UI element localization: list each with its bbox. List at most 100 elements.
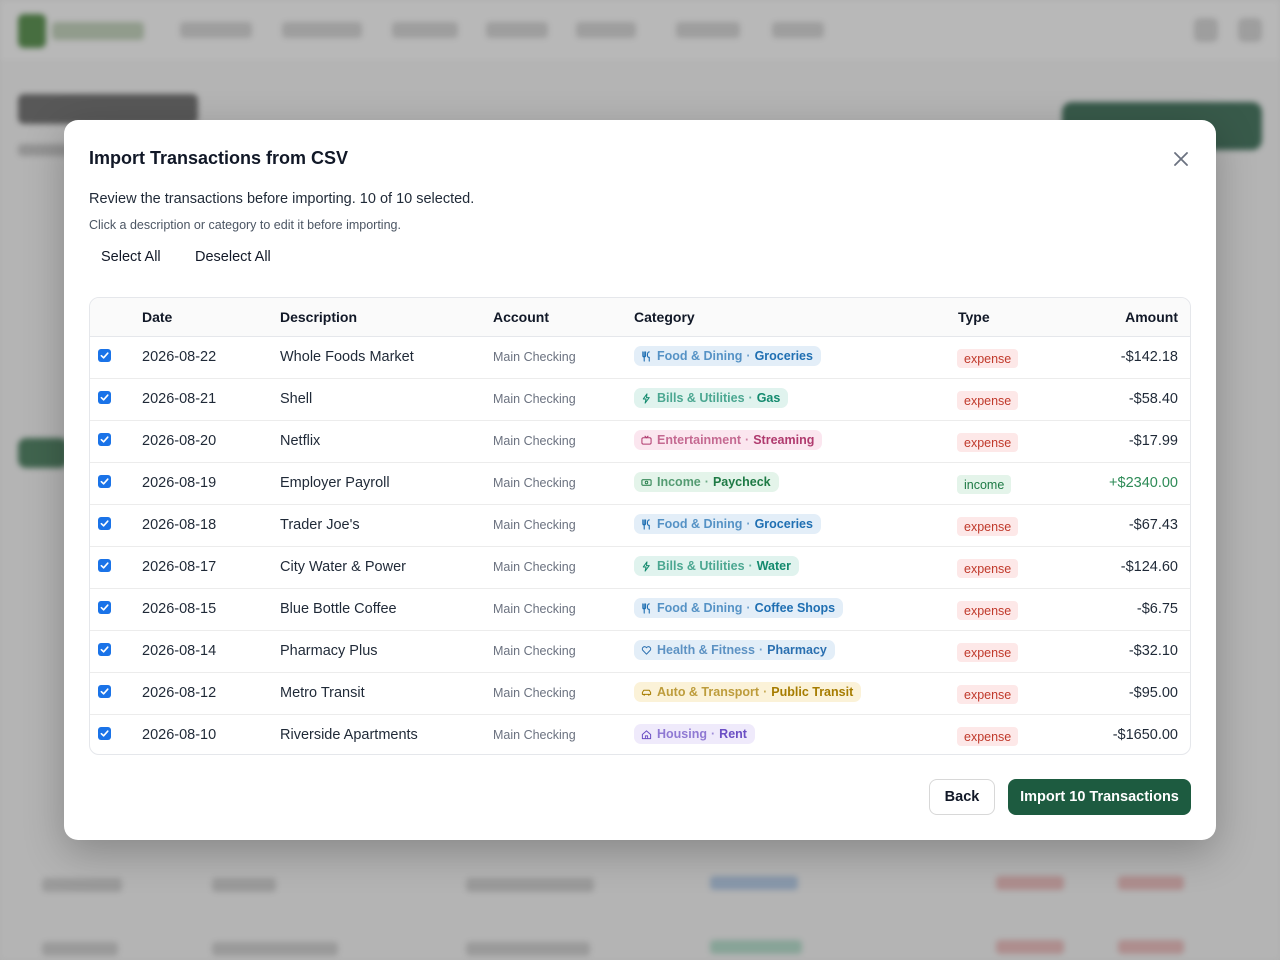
row-description[interactable]: Riverside Apartments bbox=[280, 727, 418, 743]
category-child: Water bbox=[756, 559, 791, 573]
deselect-all-button[interactable]: Deselect All bbox=[195, 249, 271, 265]
row-description[interactable]: Blue Bottle Coffee bbox=[280, 601, 397, 617]
header-amount: Amount bbox=[1125, 309, 1178, 325]
row-type-badge: expense bbox=[957, 559, 1019, 578]
background-icon bbox=[1194, 18, 1218, 42]
table-row: 2026-08-17 City Water & Power Main Checkin… bbox=[90, 546, 1190, 589]
background-icon bbox=[1238, 18, 1262, 42]
table-row: 2026-08-12 Metro Transit Main Checking Auto… bbox=[90, 672, 1190, 715]
row-category-badge[interactable]: Bills & Utilities · Gas bbox=[634, 388, 789, 408]
tv-icon bbox=[641, 435, 652, 445]
bolt-icon bbox=[642, 560, 650, 572]
row-category-badge[interactable]: Health & Fitness · Pharmacy bbox=[634, 640, 835, 660]
category-child: Groceries bbox=[754, 349, 813, 363]
category-parent: Food & Dining bbox=[657, 349, 743, 363]
row-checkbox[interactable] bbox=[98, 391, 111, 404]
row-date: 2026-08-20 bbox=[142, 433, 217, 449]
category-separator: · bbox=[711, 727, 716, 741]
category-parent: Entertainment bbox=[657, 433, 742, 447]
select-all-button[interactable]: Select All bbox=[101, 249, 161, 265]
table-row: 2026-08-20 Netflix Main Checking Entertainm… bbox=[90, 420, 1190, 463]
table-row: 2026-08-19 Employer Payroll Main Checking I… bbox=[90, 462, 1190, 505]
row-checkbox[interactable] bbox=[98, 475, 111, 488]
category-separator: · bbox=[745, 433, 750, 447]
row-checkbox[interactable] bbox=[98, 643, 111, 656]
category-separator: · bbox=[748, 559, 753, 573]
row-category-badge[interactable]: Housing · Rent bbox=[634, 724, 755, 744]
row-category-badge[interactable]: Auto & Transport · Public Transit bbox=[634, 682, 862, 702]
row-checkbox[interactable] bbox=[98, 727, 111, 740]
category-child: Rent bbox=[719, 727, 747, 741]
row-account: Main Checking bbox=[493, 392, 576, 406]
category-child: Pharmacy bbox=[767, 643, 827, 657]
category-separator: · bbox=[748, 391, 753, 405]
category-parent: Income bbox=[657, 475, 701, 489]
import-button[interactable]: Import 10 Transactions bbox=[1008, 779, 1191, 815]
row-description[interactable]: Metro Transit bbox=[280, 685, 365, 701]
row-amount: -$6.75 bbox=[1136, 601, 1178, 617]
row-checkbox[interactable] bbox=[98, 349, 111, 362]
category-separator: · bbox=[758, 643, 764, 657]
row-amount: -$32.10 bbox=[1128, 643, 1178, 659]
category-separator: · bbox=[704, 475, 709, 489]
car-icon bbox=[641, 689, 652, 696]
background-row-bar bbox=[42, 942, 118, 956]
row-date: 2026-08-18 bbox=[142, 517, 217, 533]
row-checkbox[interactable] bbox=[98, 433, 111, 446]
background-row-bar bbox=[996, 876, 1064, 890]
row-amount: -$1650.00 bbox=[1112, 727, 1178, 743]
close-icon bbox=[1174, 152, 1188, 166]
row-type-badge: expense bbox=[957, 643, 1019, 662]
category-child: Streaming bbox=[753, 433, 815, 447]
background-row-bar bbox=[1118, 876, 1184, 890]
checkmark-icon bbox=[100, 394, 109, 401]
category-child: Groceries bbox=[754, 517, 813, 531]
row-category-badge[interactable]: Food & Dining · Coffee Shops bbox=[634, 598, 844, 618]
heart-icon bbox=[641, 645, 652, 655]
row-type-badge: expense bbox=[957, 601, 1019, 620]
background-row-bar bbox=[42, 878, 122, 892]
row-account: Main Checking bbox=[493, 476, 576, 490]
category-separator: · bbox=[746, 517, 751, 531]
table-row: 2026-08-21 Shell Main Checking Bills & Util… bbox=[90, 378, 1190, 421]
back-button[interactable]: Back bbox=[929, 779, 995, 815]
utensils-icon bbox=[642, 518, 650, 530]
row-description[interactable]: Shell bbox=[280, 391, 313, 407]
row-description[interactable]: City Water & Power bbox=[280, 559, 406, 575]
row-account: Main Checking bbox=[493, 728, 576, 742]
row-account: Main Checking bbox=[493, 686, 576, 700]
row-description[interactable]: Trader Joe's bbox=[280, 517, 360, 533]
row-checkbox[interactable] bbox=[98, 559, 111, 572]
category-parent: Food & Dining bbox=[657, 517, 743, 531]
row-description[interactable]: Whole Foods Market bbox=[280, 349, 414, 365]
background-row-bar bbox=[710, 940, 802, 954]
checkmark-icon bbox=[100, 688, 109, 695]
row-category-badge[interactable]: Entertainment · Streaming bbox=[634, 430, 823, 450]
row-category-badge[interactable]: Income · Paycheck bbox=[634, 472, 779, 492]
row-checkbox[interactable] bbox=[98, 685, 111, 698]
checkmark-icon bbox=[100, 436, 109, 443]
background-subtitle bbox=[18, 144, 78, 156]
row-category-badge[interactable]: Food & Dining · Groceries bbox=[634, 346, 821, 366]
home-icon bbox=[641, 729, 652, 739]
row-checkbox[interactable] bbox=[98, 517, 111, 530]
header-category: Category bbox=[634, 309, 695, 325]
background-nav-item bbox=[392, 22, 458, 38]
row-description[interactable]: Pharmacy Plus bbox=[280, 643, 378, 659]
row-date: 2026-08-12 bbox=[142, 685, 217, 701]
row-category-badge[interactable]: Food & Dining · Groceries bbox=[634, 514, 821, 534]
background-row-bar bbox=[710, 876, 798, 890]
row-description[interactable]: Netflix bbox=[280, 433, 321, 449]
row-description[interactable]: Employer Payroll bbox=[280, 475, 390, 491]
row-date: 2026-08-17 bbox=[142, 559, 217, 575]
row-checkbox[interactable] bbox=[98, 601, 111, 614]
category-parent: Health & Fitness bbox=[657, 643, 755, 657]
background-page-title bbox=[18, 94, 198, 124]
import-csv-modal: Import Transactions from CSV Review the … bbox=[64, 120, 1216, 840]
checkmark-icon bbox=[100, 604, 109, 611]
row-date: 2026-08-19 bbox=[142, 475, 217, 491]
table-row: 2026-08-18 Trader Joe's Main Checking Food … bbox=[90, 504, 1190, 547]
row-account: Main Checking bbox=[493, 434, 576, 448]
close-button[interactable] bbox=[1168, 148, 1194, 170]
row-category-badge[interactable]: Bills & Utilities · Water bbox=[634, 556, 799, 576]
